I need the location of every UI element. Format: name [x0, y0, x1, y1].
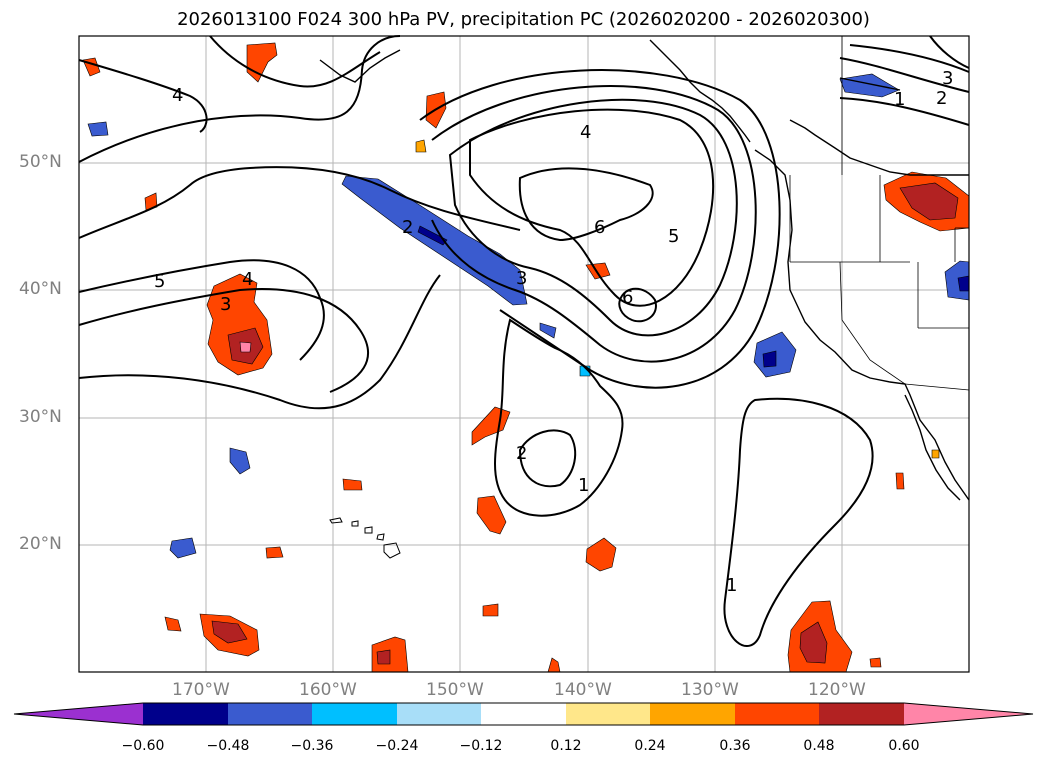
- hawaii-islands: [329, 517, 401, 559]
- colorbar: [13, 702, 1034, 726]
- pv-label: 3: [942, 68, 953, 89]
- precip-negative-shading: [87, 73, 970, 559]
- pv-label: 4: [242, 269, 253, 290]
- colorbar-tick-label: 0.24: [634, 738, 666, 754]
- pv-label: 3: [220, 294, 231, 315]
- graticule: [79, 36, 969, 672]
- pv-contour-labels: 4 5 4 3 2 3 4 6 5 6 2 1 1 1 2 3: [154, 68, 953, 596]
- colorbar-tick-label: 0.36: [719, 738, 751, 754]
- pv-label: 2: [402, 217, 413, 238]
- lon-label: 150°W: [426, 680, 484, 700]
- colorbar-tick-label: 0.48: [803, 738, 835, 754]
- lon-label: 130°W: [681, 680, 739, 700]
- colorbar-tick-label: −0.36: [290, 738, 334, 754]
- colorbar-tick-label: −0.48: [206, 738, 250, 754]
- map-frame: [78, 35, 970, 673]
- state-borders: [789, 36, 970, 391]
- colorbar-extend-left: [14, 703, 143, 725]
- pv-label: 1: [578, 475, 589, 496]
- colorbar-tick-label: −0.60: [121, 738, 165, 754]
- pv-label: 6: [622, 287, 633, 308]
- pv-label: 1: [894, 89, 905, 110]
- pv-label: 2: [936, 88, 947, 109]
- lon-label: 170°W: [172, 680, 230, 700]
- colorbar-tick-label: −0.12: [459, 738, 503, 754]
- pv-label: 4: [172, 85, 183, 106]
- pv-label: 1: [726, 575, 737, 596]
- lat-label: 20°N: [19, 534, 62, 554]
- pv-label: 3: [516, 268, 527, 289]
- pv-label: 5: [668, 226, 679, 247]
- colorbar-tick-label: −0.24: [375, 738, 419, 754]
- lat-label: 30°N: [19, 407, 62, 427]
- lon-label: 140°W: [554, 680, 612, 700]
- pv-label: 5: [154, 271, 165, 292]
- pv-label: 6: [594, 217, 605, 238]
- lon-label: 160°W: [299, 680, 357, 700]
- chart-title: 2026013100 F024 300 hPa PV, precipitatio…: [177, 9, 870, 30]
- lat-label: 40°N: [19, 279, 62, 299]
- lat-label: 50°N: [19, 152, 62, 172]
- colorbar-tick-label: 0.12: [550, 738, 582, 754]
- colorbar-extend-right: [904, 703, 1033, 725]
- pv-label: 2: [516, 443, 527, 464]
- lon-label: 120°W: [808, 680, 866, 700]
- map-background: [79, 36, 969, 672]
- colorbar-tick-label: 0.60: [888, 738, 920, 754]
- pv-label: 4: [580, 122, 591, 143]
- pv-contours: [78, 35, 970, 647]
- precip-positive-shading: [82, 42, 970, 673]
